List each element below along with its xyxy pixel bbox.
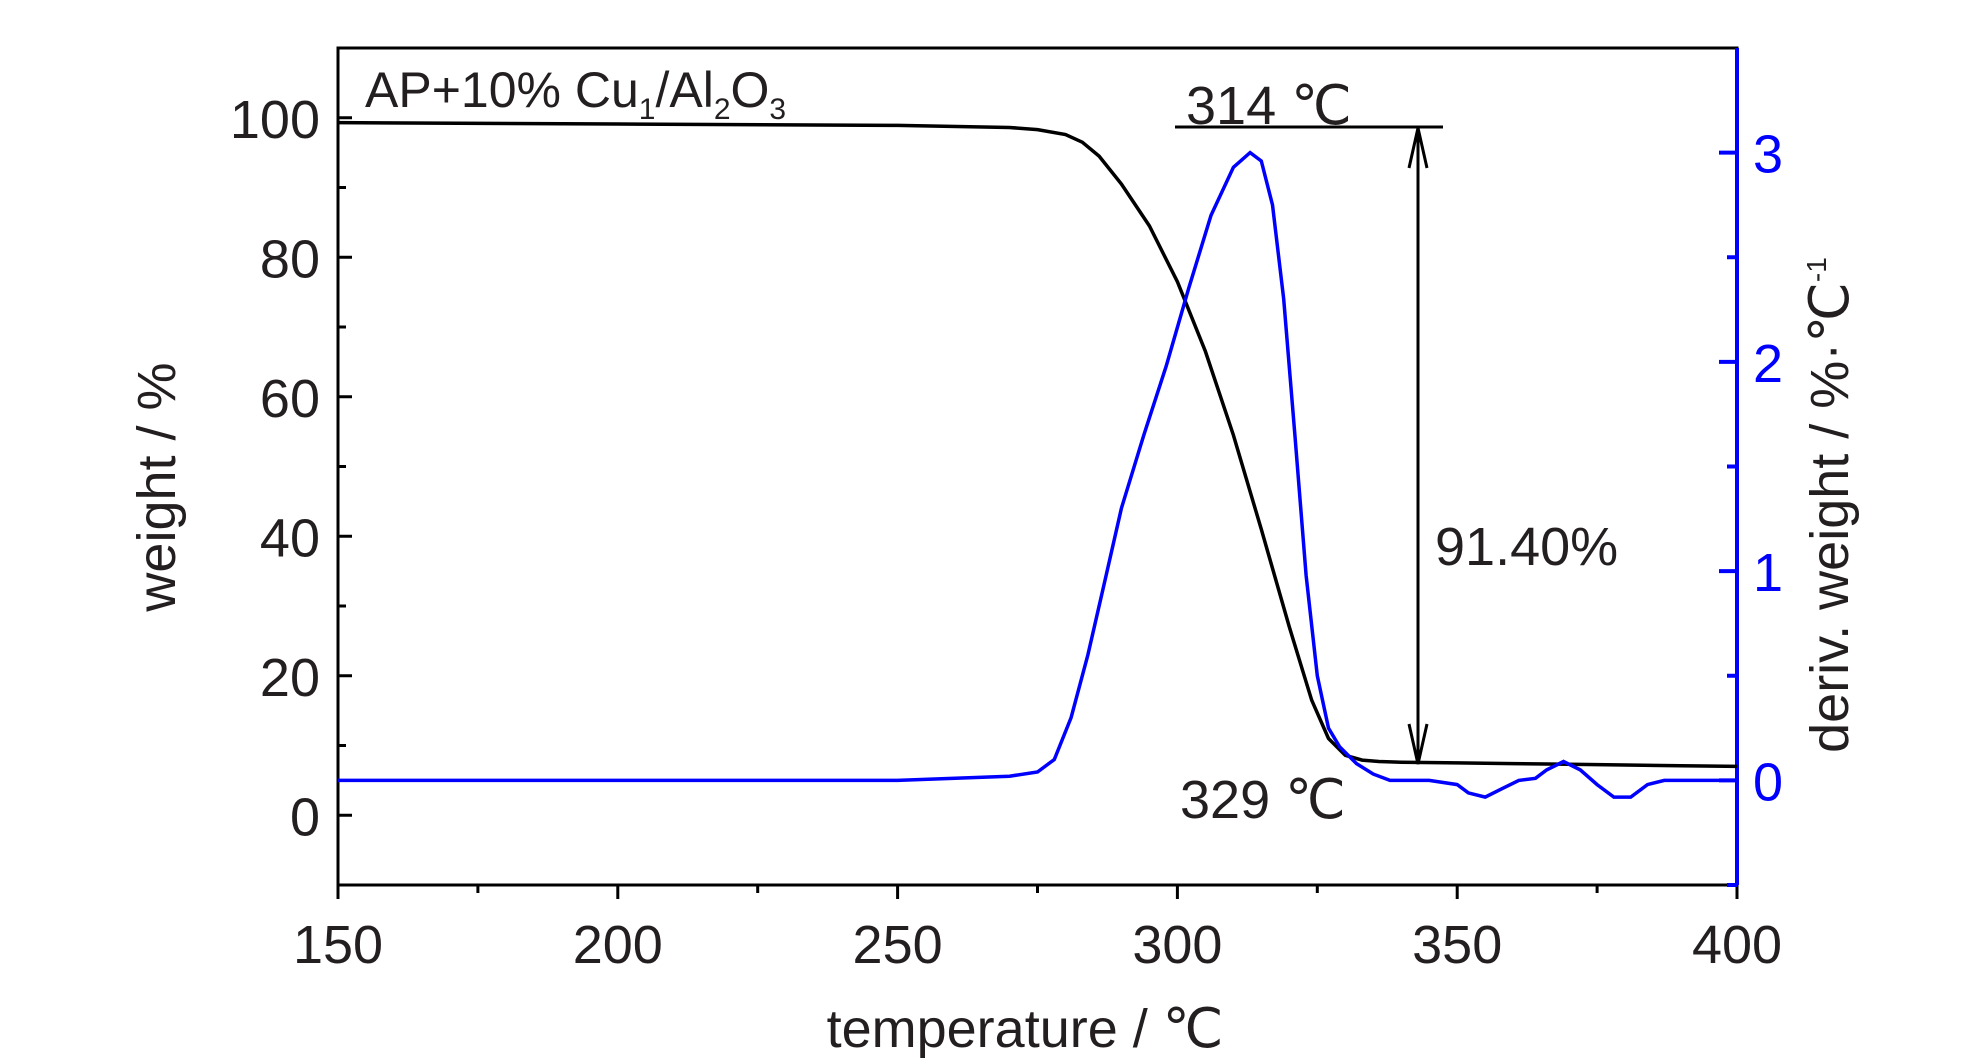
y-right-axis-title: deriv. weight / %·℃-1 (1800, 257, 1860, 753)
end-temp-annotation: 329 ℃ (1180, 770, 1346, 830)
peak-temp-annotation: 314 ℃ (1186, 76, 1352, 136)
weight-series-line (337, 120, 1738, 769)
arrow-head-up (1407, 127, 1429, 169)
y-left-tick-label: 20 (260, 648, 320, 708)
y-right-tick-label: 2 (1753, 334, 1783, 394)
arrow-head-down (1407, 723, 1429, 765)
x-axis-ticks: 150 200 250 300 350 400 (293, 885, 1782, 975)
y-left-tick-label: 40 (260, 508, 320, 568)
x-tick-label: 250 (853, 915, 943, 975)
y-right-tick-label: 3 (1753, 125, 1783, 185)
y-left-tick-label: 0 (290, 787, 320, 847)
plot-frame (336, 46, 1739, 887)
x-tick-label: 300 (1132, 915, 1222, 975)
y-right-tick-label: 0 (1753, 752, 1783, 812)
sample-label: AP+10% Cu1/Al2O3 (365, 62, 786, 126)
y-left-tick-label: 100 (230, 90, 320, 150)
y-left-tick-label: 60 (260, 369, 320, 429)
y-right-axis-ticks: 0 1 2 3 (1719, 125, 1783, 887)
y-right-tick-label: 1 (1753, 543, 1783, 603)
x-tick-label: 150 (293, 915, 383, 975)
x-tick-label: 350 (1412, 915, 1502, 975)
mass-loss-annotation: 91.40% (1435, 517, 1618, 577)
deriv-weight-series-line (338, 150, 1737, 799)
x-tick-label: 400 (1692, 915, 1782, 975)
y-left-axis-ticks: 0 20 40 60 80 100 (230, 46, 352, 847)
y-left-axis-title: weight / % (127, 362, 187, 612)
y-left-tick-label: 80 (260, 229, 320, 289)
x-axis-title: temperature / ℃ (827, 999, 1224, 1059)
x-tick-label: 200 (573, 915, 663, 975)
